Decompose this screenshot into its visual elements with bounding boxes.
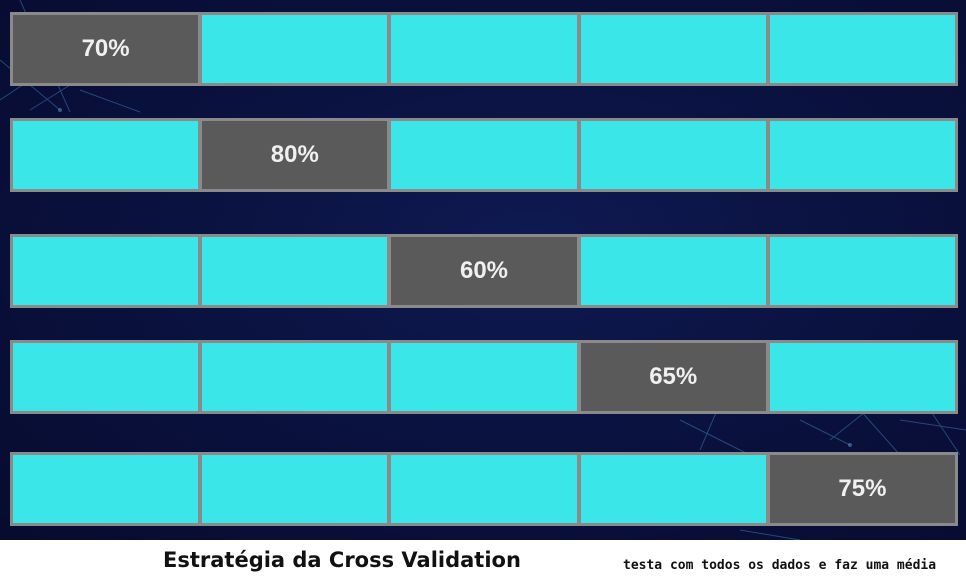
train-fold-cell <box>13 343 199 411</box>
test-fold-cell: 70% <box>13 15 199 83</box>
train-fold-cell <box>202 343 388 411</box>
train-fold-cell <box>769 343 956 411</box>
diagram-note: testa com todos os dados e faz uma média <box>623 558 937 573</box>
train-fold-cell <box>13 237 199 305</box>
fold-row-1: 70% <box>10 12 958 86</box>
train-fold-cell <box>391 121 577 189</box>
train-fold-cell <box>202 455 388 523</box>
fold-row-3: 60% <box>10 234 958 308</box>
diagram-stage: 70% 80% 60% 65% 75% <box>0 0 966 540</box>
train-fold-cell <box>769 15 956 83</box>
train-fold-cell <box>580 121 766 189</box>
test-fold-cell: 75% <box>769 455 956 523</box>
train-fold-cell <box>769 237 956 305</box>
train-fold-cell <box>13 455 199 523</box>
train-fold-cell <box>391 455 577 523</box>
diagram-caption: Estratégia da Cross Validation <box>163 548 521 572</box>
test-fold-cell: 60% <box>391 237 577 305</box>
fold-row-4: 65% <box>10 340 958 414</box>
train-fold-cell <box>580 237 766 305</box>
fold-row-5: 75% <box>10 452 958 526</box>
train-fold-cell <box>13 121 199 189</box>
train-fold-cell <box>580 455 766 523</box>
test-fold-cell: 65% <box>580 343 766 411</box>
train-fold-cell <box>769 121 956 189</box>
test-fold-cell: 80% <box>202 121 388 189</box>
train-fold-cell <box>391 343 577 411</box>
train-fold-cell <box>202 237 388 305</box>
train-fold-cell <box>202 15 388 83</box>
train-fold-cell <box>580 15 766 83</box>
train-fold-cell <box>391 15 577 83</box>
fold-row-2: 80% <box>10 118 958 192</box>
